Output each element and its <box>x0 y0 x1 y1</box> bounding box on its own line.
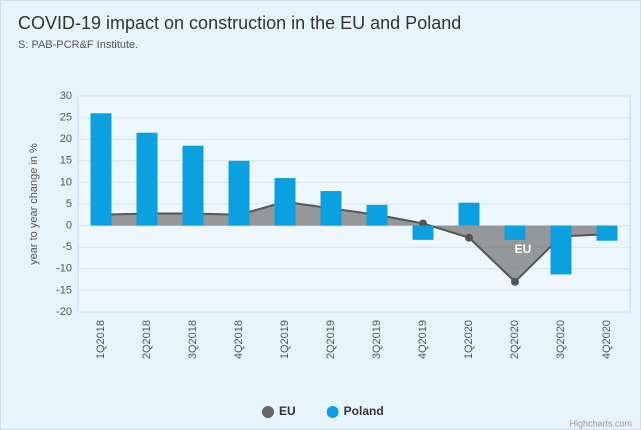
chart-subtitle: S: PAB-PCR&F Institute. <box>18 39 138 51</box>
y-tick-label: -10 <box>56 263 72 275</box>
legend-symbol <box>262 406 274 418</box>
point-marker <box>465 233 473 242</box>
bar <box>274 178 296 226</box>
bar <box>412 225 434 240</box>
bar <box>596 225 618 241</box>
bar <box>228 160 250 226</box>
area-fill <box>101 201 607 282</box>
x-tick-label: 4Q2019 <box>417 320 429 359</box>
x-tick-label: 1Q2020 <box>463 320 475 359</box>
y-tick-label: -5 <box>62 241 72 253</box>
y-axis-label: year to year change in % <box>28 143 40 265</box>
x-tick-label: 3Q2020 <box>555 320 567 359</box>
y-tick-label: 10 <box>60 176 72 188</box>
x-tick-label: 4Q2020 <box>601 320 613 359</box>
y-tick-label: -20 <box>56 306 72 318</box>
bar <box>458 202 480 226</box>
bar <box>320 191 342 226</box>
y-tick-label: 5 <box>66 198 72 210</box>
x-tick-label: 3Q2018 <box>187 320 199 359</box>
point-marker <box>511 277 519 286</box>
legend-label: EU <box>279 404 296 418</box>
y-tick-label: -15 <box>56 284 72 296</box>
x-tick-label: 2Q2019 <box>325 320 337 359</box>
x-tick-label: 1Q2018 <box>95 320 107 359</box>
y-tick-label: 20 <box>60 133 72 145</box>
series-label: EU <box>515 242 532 256</box>
legend-label: Poland <box>344 404 384 418</box>
bar <box>90 113 112 226</box>
bar <box>136 132 158 226</box>
bar <box>550 225 572 275</box>
y-tick-label: 25 <box>60 112 72 124</box>
y-tick-label: 15 <box>60 155 72 167</box>
x-tick-label: 2Q2018 <box>141 320 153 359</box>
legend-symbol <box>326 406 339 418</box>
bar <box>504 225 526 240</box>
chart-title: COVID-19 impact on construction in the E… <box>18 13 461 33</box>
x-tick-label: 1Q2019 <box>279 320 291 359</box>
x-tick-label: 2Q2020 <box>509 320 521 359</box>
point-marker <box>419 219 427 228</box>
x-tick-label: 4Q2018 <box>233 320 245 359</box>
credits: Highcharts.com <box>569 418 632 428</box>
y-tick-label: 30 <box>60 90 72 102</box>
x-tick-label: 3Q2019 <box>371 320 383 359</box>
bar <box>366 204 388 226</box>
bar <box>182 145 204 226</box>
y-tick-label: 0 <box>66 220 72 232</box>
